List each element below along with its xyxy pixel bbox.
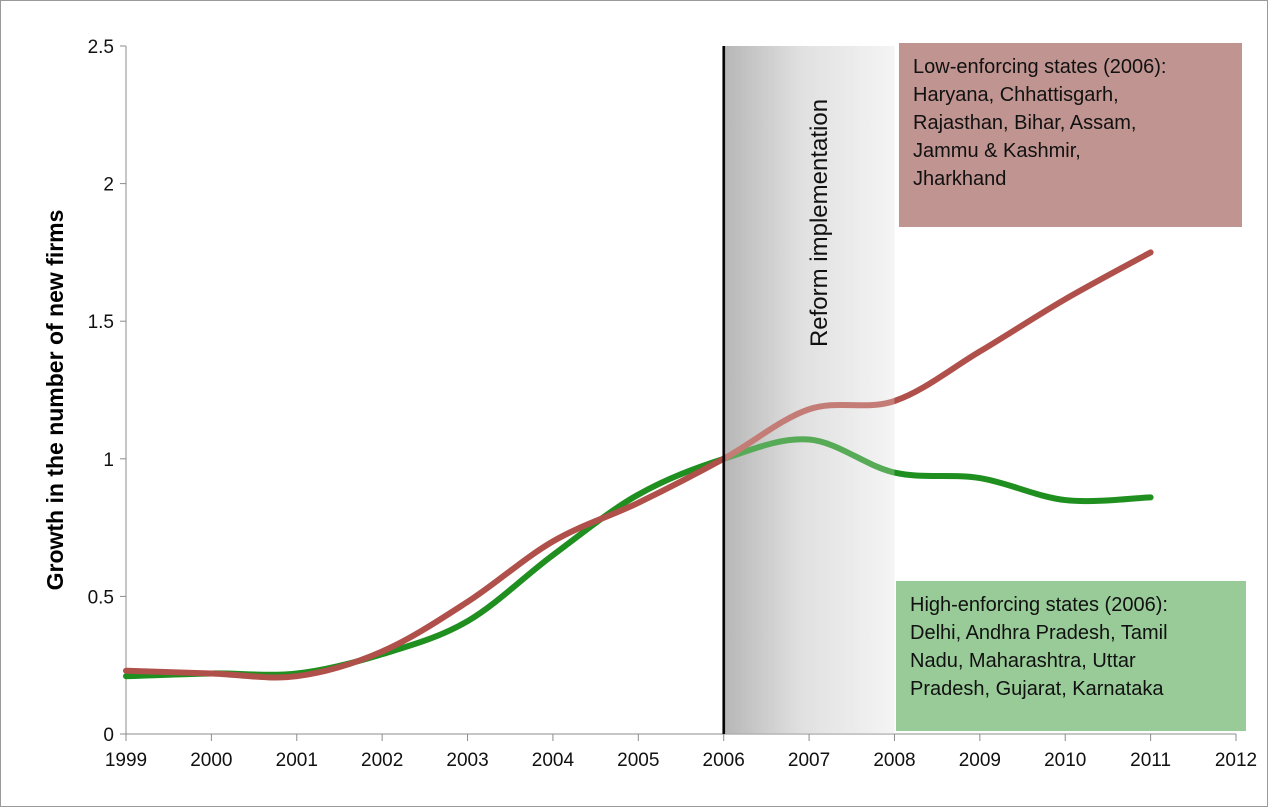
y-tick-label: 2.5: [88, 37, 114, 58]
x-tick-label: 2012: [1215, 750, 1257, 771]
x-tick-label: 2001: [276, 750, 318, 771]
y-tick-label: 1.5: [88, 312, 114, 333]
annotation-high-line: Pradesh, Gujarat, Karnataka: [910, 675, 1232, 703]
x-tick-label: 2008: [873, 750, 915, 771]
y-tick-label: 0: [103, 725, 114, 746]
x-tick-label: 2000: [190, 750, 232, 771]
annotation-low-line: Haryana, Chhattisgarh,: [913, 81, 1228, 109]
y-axis-title: Growth in the number of new firms: [42, 210, 68, 591]
x-tick-label: 2005: [617, 750, 659, 771]
y-tick-label: 1: [103, 450, 114, 471]
y-tick-label: 0.5: [88, 587, 114, 608]
x-tick-label: 2009: [959, 750, 1001, 771]
annotation-low-line: Jharkhand: [913, 165, 1228, 193]
annotation-low-line: Low-enforcing states (2006):: [913, 53, 1228, 81]
x-tick-label: 2002: [361, 750, 403, 771]
annotation-low-enforcing: Low-enforcing states (2006): Haryana, Ch…: [899, 43, 1242, 227]
annotation-low-line: Jammu & Kashmir,: [913, 137, 1228, 165]
x-tick-label: 2004: [532, 750, 575, 771]
x-tick-label: 2006: [703, 750, 745, 771]
x-tick-label: 2007: [788, 750, 830, 771]
y-tick-label: 2: [103, 175, 114, 196]
x-tick-label: 2010: [1044, 750, 1086, 771]
annotation-high-line: Nadu, Maharashtra, Uttar: [910, 647, 1232, 675]
annotation-high-line: Delhi, Andhra Pradesh, Tamil: [910, 619, 1232, 647]
x-tick-label: 2003: [446, 750, 488, 771]
reform-label: Reform implementation: [806, 99, 833, 347]
annotation-low-line: Rajasthan, Bihar, Assam,: [913, 109, 1228, 137]
annotation-high-line: High-enforcing states (2006):: [910, 591, 1232, 619]
annotation-high-enforcing: High-enforcing states (2006): Delhi, And…: [896, 581, 1246, 731]
x-tick-label: 1999: [105, 750, 147, 771]
x-tick-label: 2011: [1130, 750, 1171, 771]
